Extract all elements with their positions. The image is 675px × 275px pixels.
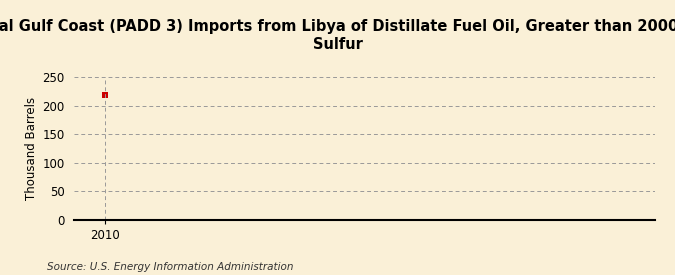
Text: Annual Gulf Coast (PADD 3) Imports from Libya of Distillate Fuel Oil, Greater th: Annual Gulf Coast (PADD 3) Imports from … [0,19,675,52]
Y-axis label: Thousand Barrels: Thousand Barrels [25,97,38,200]
Text: Source: U.S. Energy Information Administration: Source: U.S. Energy Information Administ… [47,262,294,272]
